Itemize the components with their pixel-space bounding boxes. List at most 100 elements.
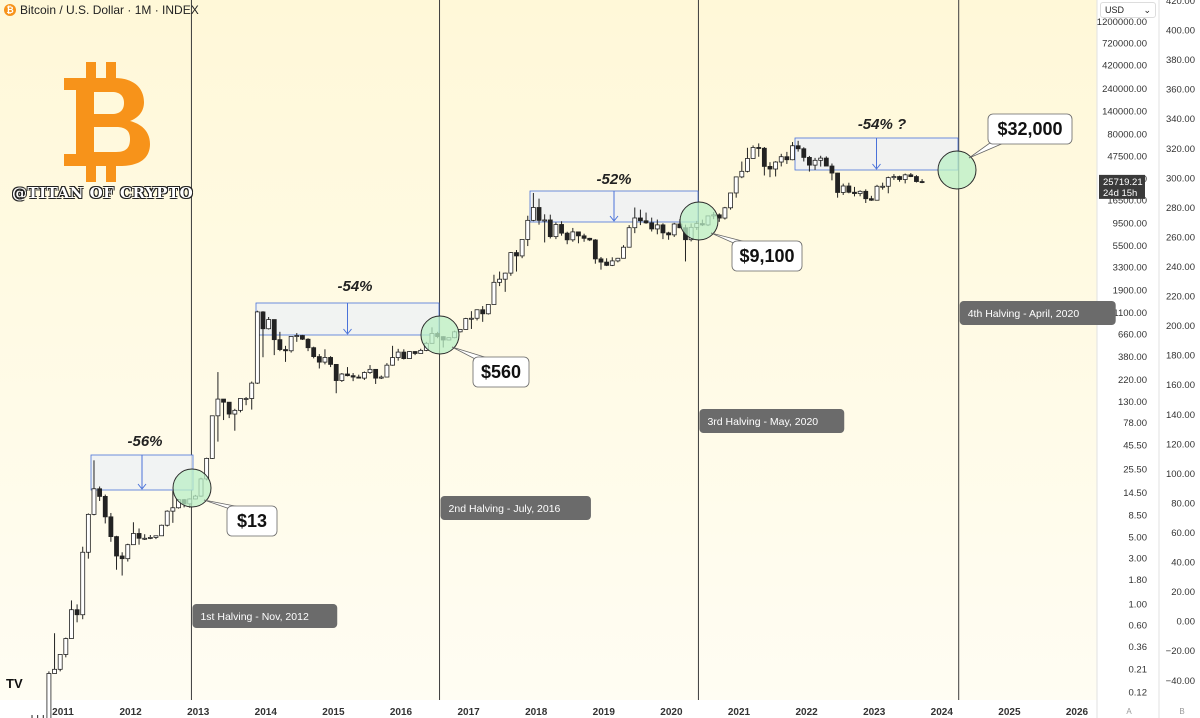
candle-up (880, 185, 886, 188)
x-tick-label: 2024 (931, 707, 954, 718)
y-tick-label: 140000.00 (1102, 106, 1147, 117)
candle-up (131, 533, 136, 546)
candle-up (840, 185, 846, 193)
chart-header: ₿ Bitcoin / U.S. Dollar · 1M · INDEX (4, 2, 199, 18)
halving-circle (420, 315, 460, 355)
candle-up (491, 281, 497, 305)
candle-up (626, 227, 632, 248)
candle-down (305, 338, 311, 349)
bitcoin-coin-icon: ₿ (4, 4, 16, 16)
candle-up (407, 351, 412, 359)
candle-down (277, 339, 283, 350)
x-tick-label: 2012 (119, 707, 142, 718)
y-right-tick-label: 340.00 (1166, 114, 1195, 125)
y-tick-label: 14.50 (1123, 488, 1147, 499)
footer-button-a[interactable]: A (1126, 706, 1132, 716)
candle-down (801, 148, 807, 158)
footer-button-b[interactable]: B (1179, 706, 1185, 716)
y-right-tick-label: 60.00 (1171, 528, 1195, 539)
candle-down (592, 239, 598, 260)
candle-down (412, 351, 418, 354)
halving-label: 3rd Halving - May, 2020 (707, 416, 818, 428)
y-right-tick-label: 200.00 (1166, 321, 1195, 332)
y-tick-label: 420000.00 (1102, 61, 1147, 72)
y-right-tick-label: 100.00 (1166, 469, 1195, 480)
candle-down (863, 190, 869, 200)
candle-up (52, 668, 57, 674)
candle-down (756, 147, 762, 149)
candle-down (480, 309, 486, 315)
candle-up (508, 252, 514, 274)
halving-price-label: $9,100 (739, 246, 794, 266)
candle-down (401, 351, 407, 359)
tradingview-logo-icon[interactable]: TV (6, 676, 23, 691)
halving-label: 2nd Halving - July, 2016 (449, 503, 561, 515)
y-tick-label: 47500.00 (1107, 151, 1147, 162)
halving-label-box (959, 301, 1116, 325)
halving-label: 1st Halving - Nov, 2012 (200, 611, 309, 623)
price-tag-box (1099, 174, 1145, 199)
candle-down (102, 496, 108, 518)
candle-up (553, 224, 559, 238)
candle-up (153, 535, 159, 538)
candle-down (846, 185, 852, 193)
callout-box (226, 505, 278, 537)
candle-up (722, 207, 728, 219)
candle-up (739, 170, 745, 178)
candle-up (63, 638, 69, 655)
y-right-tick-label: 380.00 (1166, 55, 1195, 66)
candle-down (829, 165, 835, 174)
candle-down (333, 363, 339, 381)
y-right-tick-label: 40.00 (1171, 558, 1195, 569)
candle-down (914, 176, 919, 182)
candle-up (288, 336, 294, 352)
x-tick-label: 2021 (728, 707, 751, 718)
halving-price-label: $32,000 (997, 119, 1062, 139)
candle-up (249, 382, 255, 399)
candle-down (536, 207, 542, 221)
halving-label-box (699, 409, 845, 433)
y-tick-label: 3300.00 (1113, 262, 1147, 273)
candle-up (164, 510, 170, 526)
y-right-tick-label: 320.00 (1166, 144, 1195, 155)
candle-down (108, 516, 114, 538)
last-price: 25719.21 (1103, 177, 1143, 188)
symbol-title[interactable]: Bitcoin / U.S. Dollar · 1M · INDEX (20, 3, 199, 17)
y-axis-log: 1200000.00 720000.00 420000.00 240000.00 140… (1096, 0, 1200, 718)
candle-down (350, 375, 356, 378)
y-right-tick-label: 300.00 (1166, 173, 1195, 184)
y-right-tick-label: 80.00 (1171, 498, 1195, 509)
bitcoin-logo-icon (64, 62, 150, 182)
candle-up (485, 304, 491, 315)
y-tick-label: 80000.00 (1107, 130, 1147, 141)
candle-up (232, 409, 238, 415)
y-tick-label: 1100.00 (1113, 308, 1147, 319)
drawdown-label: -54% ? (858, 116, 906, 133)
x-tick-label: 2011 (52, 707, 74, 718)
y-axis-panel (1097, 0, 1200, 718)
candle-up (750, 147, 756, 159)
candle-down (564, 232, 570, 241)
drawdown-arrowhead (137, 483, 147, 490)
y-tick-label: 380.00 (1118, 352, 1147, 363)
candle-up (91, 488, 97, 515)
currency-select[interactable]: USD ⌄ (1100, 2, 1156, 18)
candle-down (587, 237, 593, 241)
candle-down (559, 224, 564, 234)
candle-down (598, 258, 604, 263)
candle-down (638, 217, 643, 222)
candle-up (378, 376, 384, 379)
candle-down (660, 224, 666, 234)
y-tick-label: 660.00 (1118, 329, 1147, 340)
candle-down (643, 220, 649, 224)
drawdown-boxes: -56% -54% -52% -54% ? (90, 116, 959, 491)
candle-up (542, 219, 548, 222)
y-tick-label: 220.00 (1118, 375, 1147, 386)
x-axis: 2011 2012 2013 2014 2015 2016 2017 2018 2019 2020… (0, 700, 1097, 718)
y-tick-label: 5.00 (1129, 532, 1148, 543)
x-tick-label: 2017 (457, 707, 480, 718)
candle-down (823, 157, 829, 167)
candle-up (773, 161, 779, 170)
candle-up (474, 309, 480, 319)
